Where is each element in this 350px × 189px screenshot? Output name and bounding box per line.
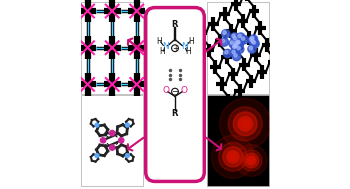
Bar <box>82 2 143 94</box>
Circle shape <box>229 40 237 48</box>
Circle shape <box>222 30 230 38</box>
Circle shape <box>234 41 238 45</box>
FancyBboxPatch shape <box>146 8 204 181</box>
Circle shape <box>234 54 237 57</box>
Text: H: H <box>188 37 194 46</box>
Circle shape <box>211 135 254 178</box>
Circle shape <box>233 45 236 48</box>
Circle shape <box>95 123 99 127</box>
Circle shape <box>220 38 229 46</box>
Circle shape <box>251 36 254 40</box>
Text: N: N <box>181 42 188 51</box>
Circle shape <box>218 143 247 171</box>
Circle shape <box>220 98 271 149</box>
Circle shape <box>237 41 240 44</box>
Circle shape <box>244 153 259 168</box>
Bar <box>207 94 268 186</box>
Circle shape <box>126 123 129 127</box>
Circle shape <box>110 130 115 136</box>
Circle shape <box>230 41 234 44</box>
Circle shape <box>250 37 253 41</box>
Circle shape <box>231 33 239 41</box>
Circle shape <box>223 49 232 58</box>
Circle shape <box>95 154 99 157</box>
Circle shape <box>228 107 262 141</box>
Circle shape <box>126 154 129 157</box>
Circle shape <box>110 145 115 150</box>
Circle shape <box>232 35 240 44</box>
Circle shape <box>238 34 241 38</box>
Circle shape <box>249 35 258 43</box>
Circle shape <box>241 37 245 40</box>
Circle shape <box>235 39 243 47</box>
Circle shape <box>238 117 252 131</box>
Circle shape <box>249 158 254 163</box>
Circle shape <box>231 49 239 57</box>
Bar <box>207 2 268 94</box>
Text: R: R <box>172 109 178 118</box>
Circle shape <box>236 40 240 43</box>
Text: H: H <box>185 47 191 57</box>
Circle shape <box>100 138 106 143</box>
Circle shape <box>252 41 256 44</box>
Circle shape <box>233 40 242 48</box>
Circle shape <box>233 42 241 50</box>
Circle shape <box>231 44 240 52</box>
Circle shape <box>248 45 256 53</box>
Text: H: H <box>159 47 165 57</box>
Text: +: + <box>172 44 178 53</box>
Circle shape <box>237 46 240 50</box>
Circle shape <box>225 51 228 54</box>
Circle shape <box>248 36 257 44</box>
Circle shape <box>241 150 262 171</box>
Circle shape <box>236 45 244 53</box>
Circle shape <box>223 147 243 167</box>
Text: −: − <box>172 87 178 96</box>
Circle shape <box>251 40 259 48</box>
Text: H: H <box>156 37 162 46</box>
Circle shape <box>249 46 253 50</box>
Circle shape <box>234 43 238 47</box>
Circle shape <box>233 45 237 48</box>
Circle shape <box>232 52 241 61</box>
Circle shape <box>235 39 244 48</box>
Circle shape <box>250 38 258 46</box>
Text: N: N <box>162 42 169 51</box>
Circle shape <box>233 37 237 40</box>
Circle shape <box>237 33 245 41</box>
Text: O: O <box>180 86 187 95</box>
Circle shape <box>227 151 239 163</box>
Circle shape <box>232 50 235 54</box>
Circle shape <box>240 36 248 44</box>
Circle shape <box>251 40 254 43</box>
Circle shape <box>222 39 225 43</box>
Bar <box>82 94 143 186</box>
Text: R: R <box>172 20 178 29</box>
Circle shape <box>236 145 267 176</box>
Circle shape <box>223 31 226 34</box>
Circle shape <box>241 120 250 128</box>
Text: O: O <box>163 86 170 95</box>
Circle shape <box>119 138 124 143</box>
Circle shape <box>229 153 237 160</box>
Circle shape <box>232 34 235 38</box>
Circle shape <box>247 156 256 165</box>
Circle shape <box>233 112 257 136</box>
Circle shape <box>232 43 240 52</box>
